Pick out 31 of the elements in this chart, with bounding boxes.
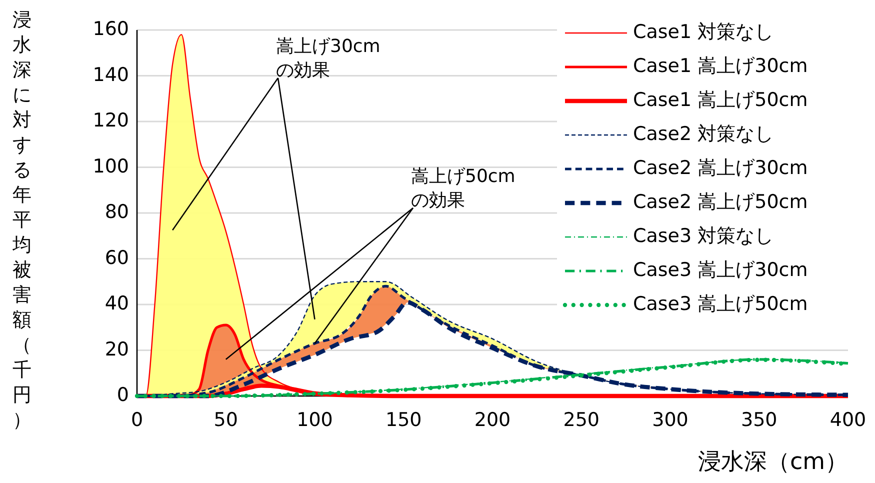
y-tick-label: 160: [92, 18, 129, 40]
x-tick-label: 50: [214, 409, 238, 431]
x-tick-label: 200: [474, 409, 511, 431]
y-tick-label: 80: [104, 201, 129, 224]
legend-label: Case2 嵩上げ50cm: [633, 191, 808, 214]
x-tick-label: 100: [296, 409, 333, 431]
legend-label: Case2 対策なし: [633, 123, 774, 146]
legend-label: Case1 対策なし: [633, 21, 774, 44]
annotation: 嵩上げ50cm の効果: [411, 166, 516, 211]
x-tick-label: 150: [385, 409, 422, 431]
annotation: 嵩上げ30cm の効果: [276, 36, 380, 81]
y-tick-label: 20: [104, 338, 129, 360]
legend-label: Case3 嵩上げ30cm: [633, 259, 808, 282]
legend-label: Case2 嵩上げ30cm: [633, 157, 808, 180]
y-tick-label: 40: [104, 292, 129, 315]
text: 浸水深に対する年平均被害額（千円）: [12, 9, 32, 431]
y-tick-label: 140: [92, 64, 129, 86]
y-tick-label: 0: [116, 384, 129, 406]
x-tick-label: 300: [652, 409, 688, 431]
x-tick-label: 0: [130, 409, 144, 431]
x-tick-label: 350: [740, 409, 778, 431]
x-tick-label: 400: [830, 409, 866, 431]
legend-label: Case3 嵩上げ50cm: [633, 293, 808, 316]
legend-label: Case1 嵩上げ50cm: [633, 89, 808, 112]
y-tick-label: 60: [104, 246, 129, 269]
y-tick-label: 120: [92, 110, 129, 132]
y-tick-label: 100: [92, 155, 129, 178]
x-axis-title: 浸水深（cm）: [698, 449, 848, 475]
legend-label: Case3 対策なし: [633, 225, 774, 248]
legend-label: Case1 嵩上げ30cm: [633, 55, 808, 78]
x-tick-label: 250: [563, 409, 600, 431]
